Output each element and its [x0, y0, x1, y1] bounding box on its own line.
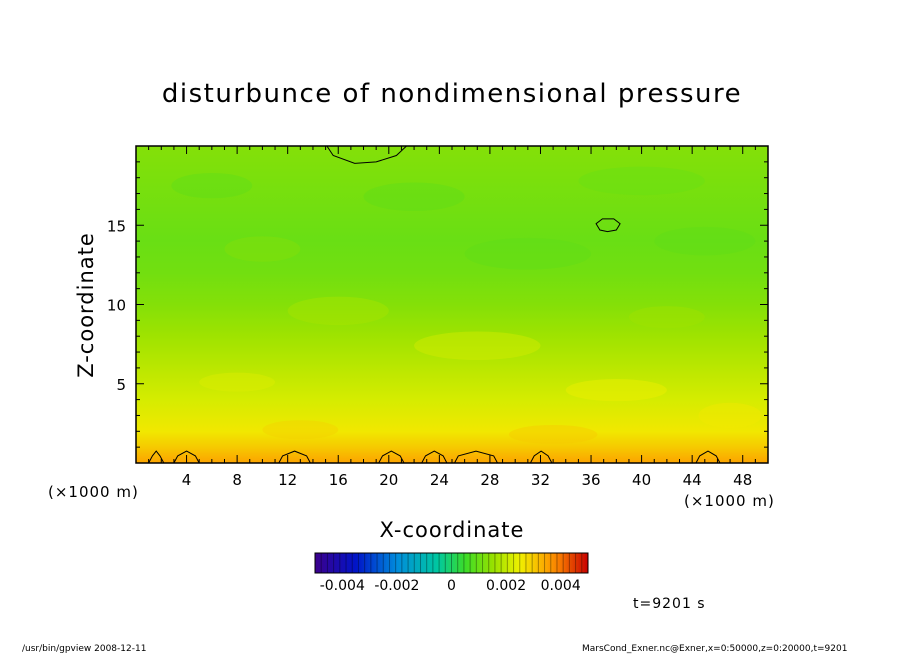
x-tick-label: 36 [581, 471, 600, 489]
field-blob [287, 296, 389, 326]
x-tick-label: 28 [480, 471, 499, 489]
x-tick-label: 40 [632, 471, 651, 489]
contour-bottom [695, 450, 721, 463]
x-tick-label: 20 [379, 471, 398, 489]
x-tick-label: 32 [531, 471, 550, 489]
x-tick-label: 12 [278, 471, 297, 489]
x-tick-label: 24 [430, 471, 449, 489]
x-axis: 4 8 12 16 20 24 28 32 36 40 44 48 [148, 146, 756, 489]
x-tick-label: 48 [733, 471, 752, 489]
x-tick-label: 44 [683, 471, 702, 489]
field-blob [508, 424, 598, 444]
colorbar-tick-label: 0.002 [486, 578, 526, 594]
field-blob [464, 237, 592, 270]
field-texture [171, 166, 762, 444]
contour-bottom [454, 450, 498, 463]
field-blob [628, 306, 705, 329]
field-blob [578, 166, 705, 196]
colorbar-bands [320, 553, 583, 573]
x-unit-right: (×1000 m) [684, 492, 775, 510]
plot-field [136, 146, 768, 463]
contour-bottom [148, 450, 165, 463]
field-blob [414, 331, 541, 360]
contour-top [326, 146, 407, 164]
x-tick-label: 4 [182, 471, 192, 489]
y-tick-label: 5 [116, 376, 126, 394]
y-tick-label: 15 [107, 217, 126, 235]
x-axis-label: X-coordinate [380, 518, 525, 542]
field-blob [262, 420, 339, 440]
colorbar-tick-label: -0.004 [320, 578, 365, 594]
field-blob [171, 172, 253, 199]
field-blob [224, 236, 301, 262]
contour-bottom [529, 450, 553, 463]
colorbar-tick-label: 0 [447, 578, 456, 594]
field-blob [565, 378, 667, 402]
colorbar-gradient [315, 553, 588, 573]
field-blob [698, 402, 762, 429]
contour-bottom [421, 450, 448, 463]
contour-bottom [278, 450, 311, 463]
contour-bottom [378, 450, 405, 463]
colorbar-tick-label: 0.004 [541, 578, 581, 594]
y-axis: 5 10 15 [107, 161, 768, 448]
field-blob [654, 226, 756, 256]
field-blob [199, 372, 276, 392]
y-tick-label: 10 [107, 297, 126, 315]
colorbar-tick-label: -0.002 [374, 578, 419, 594]
footer-right: MarsCond_Exner.nc@Exner,x=0:50000,z=0:20… [582, 644, 847, 654]
contour-bottom [173, 450, 200, 463]
chart-title: disturbunce of nondimensional pressure [162, 79, 742, 109]
x-tick-label: 8 [232, 471, 242, 489]
time-label: t=9201 s [633, 596, 706, 612]
colorbar: -0.004 -0.002 0 0.002 0.004 [314, 552, 589, 594]
y-axis-label: Z-coordinate [74, 232, 98, 378]
colorbar-ticks: -0.004 -0.002 0 0.002 0.004 [320, 578, 581, 594]
field-blob [363, 182, 465, 211]
x-unit-left: (×1000 m) [48, 483, 139, 501]
colorbar-frame [314, 552, 589, 574]
contour-lines [148, 146, 721, 463]
contour-island [595, 218, 621, 233]
x-tick-label: 16 [329, 471, 348, 489]
footer-left: /usr/bin/gpview 2008-12-11 [22, 644, 146, 654]
